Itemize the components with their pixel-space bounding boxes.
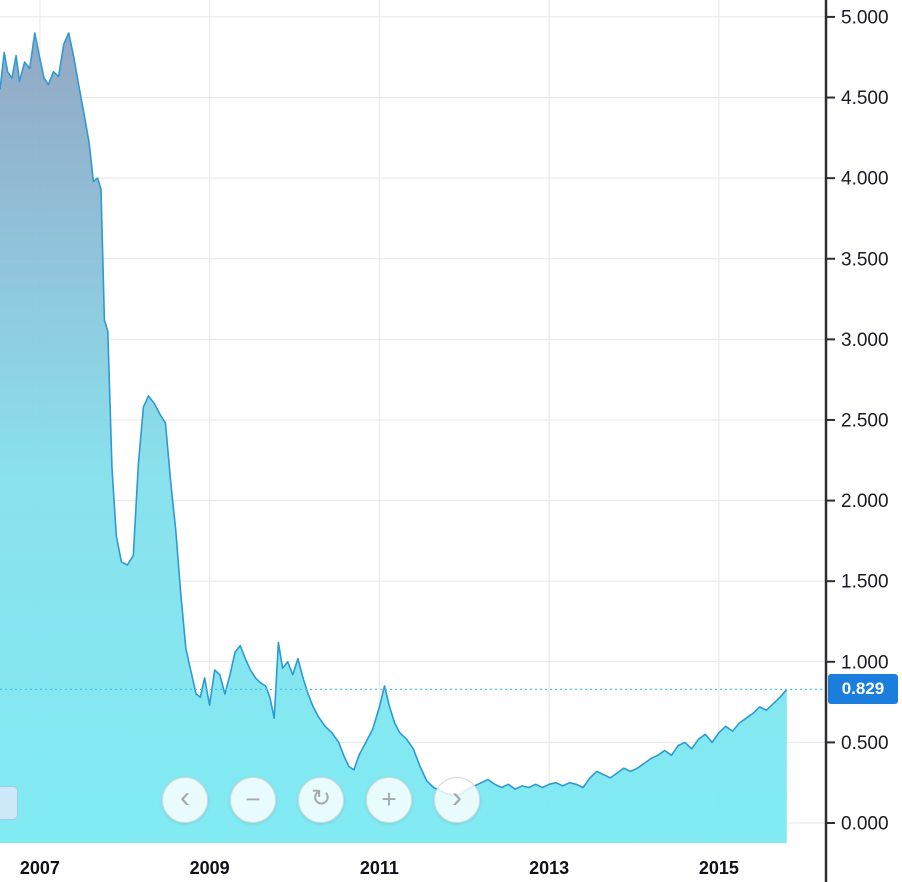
chevron-right-icon: ›: [452, 781, 462, 814]
plus-icon: +: [381, 784, 397, 814]
y-axis-label: 3.500: [841, 249, 889, 270]
reset-zoom-button[interactable]: ↻: [298, 777, 344, 823]
x-axis-label: 2011: [360, 858, 399, 878]
pan-right-button[interactable]: ›: [434, 777, 480, 823]
zoom-in-button[interactable]: +: [366, 777, 412, 823]
y-axis-label: 4.000: [841, 169, 889, 190]
y-axis-label: 1.500: [841, 572, 889, 593]
rotate-icon: ↻: [310, 785, 332, 812]
x-axis-label: 2015: [699, 858, 739, 878]
price-line: [0, 32, 788, 797]
x-axis-label: 2013: [529, 858, 569, 878]
x-axis-label: 2009: [190, 858, 230, 878]
x-axis-label: 2007: [20, 858, 60, 878]
y-axis-label: 3.000: [841, 330, 889, 351]
chevron-left-icon: ‹: [180, 781, 190, 814]
y-axis-label: 0.500: [841, 733, 889, 754]
cropped-corner-badge[interactable]: [0, 786, 18, 820]
price-area-fill: [0, 33, 787, 843]
current-price-badge: 0.829: [828, 674, 898, 705]
y-axis-label: 2.500: [841, 410, 889, 431]
zoom-out-button[interactable]: −: [230, 777, 276, 823]
y-axis-label: 0.000: [841, 814, 889, 835]
minus-icon: −: [245, 784, 261, 814]
pan-left-button[interactable]: ‹: [162, 777, 208, 823]
y-axis-label: 1.000: [841, 652, 889, 673]
y-axis-label: 4.500: [841, 88, 889, 109]
y-axis-label: 2.000: [841, 491, 889, 512]
y-axis-label: 5.000: [841, 7, 889, 28]
